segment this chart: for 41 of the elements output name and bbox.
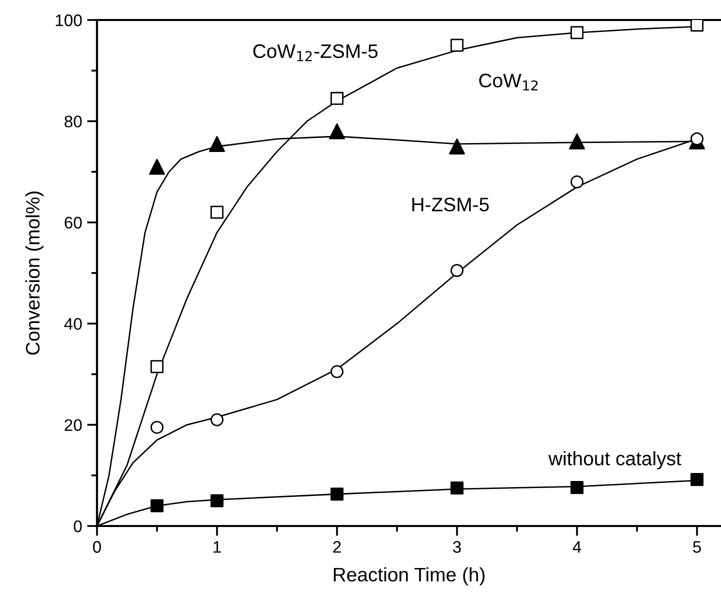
x-tick-label: 1 bbox=[214, 541, 221, 553]
point bbox=[690, 472, 704, 486]
point bbox=[690, 132, 704, 146]
point bbox=[150, 420, 164, 434]
annotation: H-ZSM-5 bbox=[412, 198, 489, 212]
y-tick-label: 0 bbox=[74, 520, 82, 532]
point bbox=[210, 413, 224, 426]
point bbox=[450, 482, 464, 495]
y-tick-label: 40 bbox=[64, 318, 82, 330]
point bbox=[209, 136, 225, 152]
point bbox=[330, 488, 344, 501]
x-tick-label: 5 bbox=[693, 541, 701, 553]
x-axis-title: Reaction Time (h) bbox=[334, 567, 485, 586]
point bbox=[330, 365, 344, 378]
point bbox=[450, 264, 464, 277]
annotation: CoW$_{12}$ bbox=[479, 74, 538, 90]
point bbox=[570, 175, 584, 188]
y-tick-label: 80 bbox=[64, 116, 82, 128]
point bbox=[149, 158, 165, 175]
point bbox=[330, 92, 344, 105]
x-tick-label: 0 bbox=[93, 541, 101, 553]
annotation: without catalyst bbox=[548, 451, 682, 470]
point bbox=[449, 138, 465, 154]
x-tick-label: 3 bbox=[453, 541, 461, 553]
annotation: CoW$_{12}$-ZSM-5 bbox=[253, 44, 378, 62]
y-tick-label: 20 bbox=[64, 419, 82, 432]
point bbox=[570, 26, 584, 40]
y-axis-title: Conversion (mol%) bbox=[25, 192, 44, 355]
x-tick-label: 2 bbox=[333, 541, 341, 553]
point bbox=[210, 206, 224, 219]
point bbox=[329, 123, 345, 140]
y-tick-label: 60 bbox=[64, 216, 82, 229]
point bbox=[150, 360, 164, 374]
point bbox=[210, 494, 224, 508]
point bbox=[570, 481, 584, 494]
point bbox=[150, 499, 164, 512]
point bbox=[690, 20, 704, 32]
point bbox=[569, 133, 585, 150]
x-tick-label: 4 bbox=[572, 541, 582, 553]
y-tick-label: 100 bbox=[56, 14, 82, 26]
point bbox=[450, 38, 464, 52]
